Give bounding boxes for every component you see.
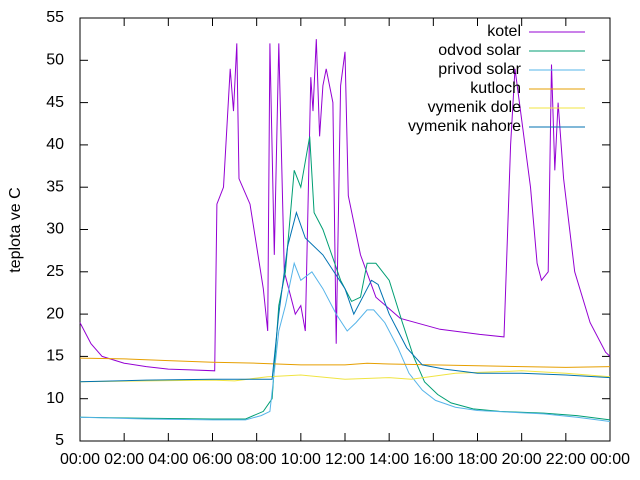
y-tick-label: 5 — [55, 432, 64, 449]
x-tick-label: 06:00 — [192, 451, 232, 468]
legend-label: odvod solar — [438, 42, 521, 59]
x-tick-label: 12:00 — [325, 451, 365, 468]
x-tick-label: 00:00 — [590, 451, 630, 468]
x-tick-label: 04:00 — [148, 451, 188, 468]
series-line — [79, 210, 611, 383]
x-tick-label: 02:00 — [104, 451, 144, 468]
x-tick-label: 08:00 — [237, 451, 277, 468]
legend-label: kotel — [487, 23, 521, 40]
x-tick-label: 16:00 — [413, 451, 453, 468]
x-tick-label: 20:00 — [502, 451, 542, 468]
y-tick-label: 35 — [46, 178, 64, 195]
y-tick-label: 55 — [46, 9, 64, 26]
y-tick-label: 15 — [46, 348, 64, 365]
series-line — [79, 39, 611, 372]
series-line — [79, 370, 611, 383]
legend-label: vymenik nahore — [408, 118, 521, 135]
y-tick-label: 30 — [46, 221, 64, 238]
legend-label: vymenik dole — [428, 99, 521, 116]
legend-label: privod solar — [438, 61, 521, 78]
x-tick-label: 18:00 — [457, 451, 497, 468]
series-line — [79, 357, 611, 368]
y-axis-label: teplota ve C — [7, 187, 24, 272]
x-tick-label: 22:00 — [546, 451, 586, 468]
x-tick-label: 00:00 — [60, 451, 100, 468]
y-tick-label: 40 — [46, 136, 64, 153]
y-tick-label: 25 — [46, 263, 64, 280]
legend-label: kutloch — [470, 80, 521, 97]
y-tick-label: 20 — [46, 305, 64, 322]
series-line — [79, 261, 611, 422]
y-tick-label: 45 — [46, 94, 64, 111]
x-tick-label: 10:00 — [281, 451, 321, 468]
y-tick-label: 10 — [46, 390, 64, 407]
x-tick-label: 14:00 — [369, 451, 409, 468]
y-tick-label: 50 — [46, 52, 64, 69]
